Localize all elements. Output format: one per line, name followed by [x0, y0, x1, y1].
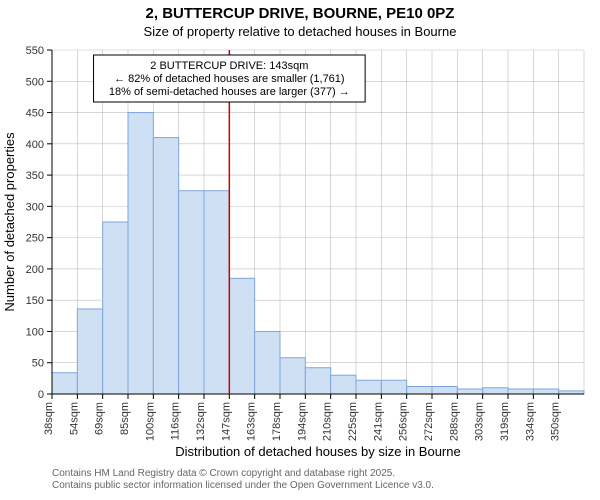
histogram-bar	[128, 113, 153, 394]
histogram-bar	[381, 380, 406, 394]
histogram-bar	[305, 368, 330, 394]
histogram-bar	[179, 191, 204, 394]
x-tick-label: 241sqm	[372, 402, 384, 441]
annotation-line: 18% of semi-detached houses are larger (…	[109, 86, 350, 98]
x-tick-label: 303sqm	[474, 402, 486, 441]
x-tick-label: 38sqm	[43, 402, 55, 435]
histogram-bar	[508, 389, 533, 394]
y-axis-label: Number of detached properties	[2, 132, 17, 312]
x-tick-label: 116sqm	[170, 402, 182, 440]
x-tick-label: 225sqm	[347, 402, 359, 441]
footer-line: Contains HM Land Registry data © Crown c…	[52, 468, 395, 479]
histogram-bar	[356, 380, 381, 394]
histogram-bar	[280, 358, 305, 394]
x-tick-label: 85sqm	[119, 402, 131, 435]
histogram-chart: 2, BUTTERCUP DRIVE, BOURNE, PE10 0PZ Size…	[0, 0, 600, 500]
annotation-line: ← 82% of detached houses are smaller (1,…	[114, 73, 345, 85]
y-tick-label: 500	[26, 76, 44, 88]
x-tick-label: 319sqm	[499, 402, 511, 441]
x-tick-label: 132sqm	[195, 402, 207, 441]
y-tick-label: 450	[26, 108, 44, 120]
x-tick-label: 334sqm	[524, 402, 536, 441]
histogram-bar	[331, 375, 356, 394]
histogram-bar	[533, 389, 558, 394]
x-tick-label: 163sqm	[246, 402, 258, 441]
x-tick-label: 147sqm	[220, 402, 232, 441]
y-tick-label: 300	[26, 201, 44, 213]
histogram-bar	[229, 278, 254, 394]
x-tick-label: 100sqm	[144, 402, 156, 441]
y-tick-label: 350	[26, 170, 44, 182]
y-tick-label: 0	[38, 389, 44, 401]
x-tick-label: 272sqm	[423, 402, 435, 441]
histogram-bar	[153, 138, 178, 394]
histogram-bar	[483, 388, 508, 394]
x-axis-label: Distribution of detached houses by size …	[175, 444, 460, 459]
x-tick-label: 350sqm	[550, 402, 562, 441]
histogram-bar	[204, 191, 229, 394]
x-tick-label: 210sqm	[322, 402, 334, 441]
chart-svg: 2, BUTTERCUP DRIVE, BOURNE, PE10 0PZ Size…	[0, 0, 600, 500]
x-tick-label: 178sqm	[271, 402, 283, 441]
x-tick-label: 54sqm	[68, 402, 80, 435]
x-tick-label: 69sqm	[94, 402, 106, 435]
chart-subtitle: Size of property relative to detached ho…	[144, 24, 457, 39]
x-tick-label: 288sqm	[448, 402, 460, 441]
annotation-line: 2 BUTTERCUP DRIVE: 143sqm	[150, 60, 308, 72]
x-tick-label: 256sqm	[398, 402, 410, 441]
chart-title: 2, BUTTERCUP DRIVE, BOURNE, PE10 0PZ	[146, 5, 455, 22]
y-tick-label: 150	[26, 295, 44, 307]
x-tick-label: 194sqm	[296, 402, 308, 441]
histogram-bar	[457, 389, 482, 394]
y-tick-label: 400	[26, 139, 44, 151]
histogram-bar	[407, 386, 432, 394]
histogram-bar	[432, 386, 457, 394]
histogram-bar	[103, 222, 128, 394]
footer-line: Contains public sector information licen…	[52, 480, 434, 491]
histogram-bar	[255, 331, 280, 394]
y-tick-label: 100	[26, 326, 44, 338]
y-tick-label: 50	[32, 358, 44, 370]
histogram-bar	[52, 373, 77, 394]
y-tick-label: 550	[26, 45, 44, 57]
y-tick-label: 200	[26, 264, 44, 276]
y-tick-label: 250	[26, 233, 44, 245]
histogram-bar	[77, 309, 102, 394]
